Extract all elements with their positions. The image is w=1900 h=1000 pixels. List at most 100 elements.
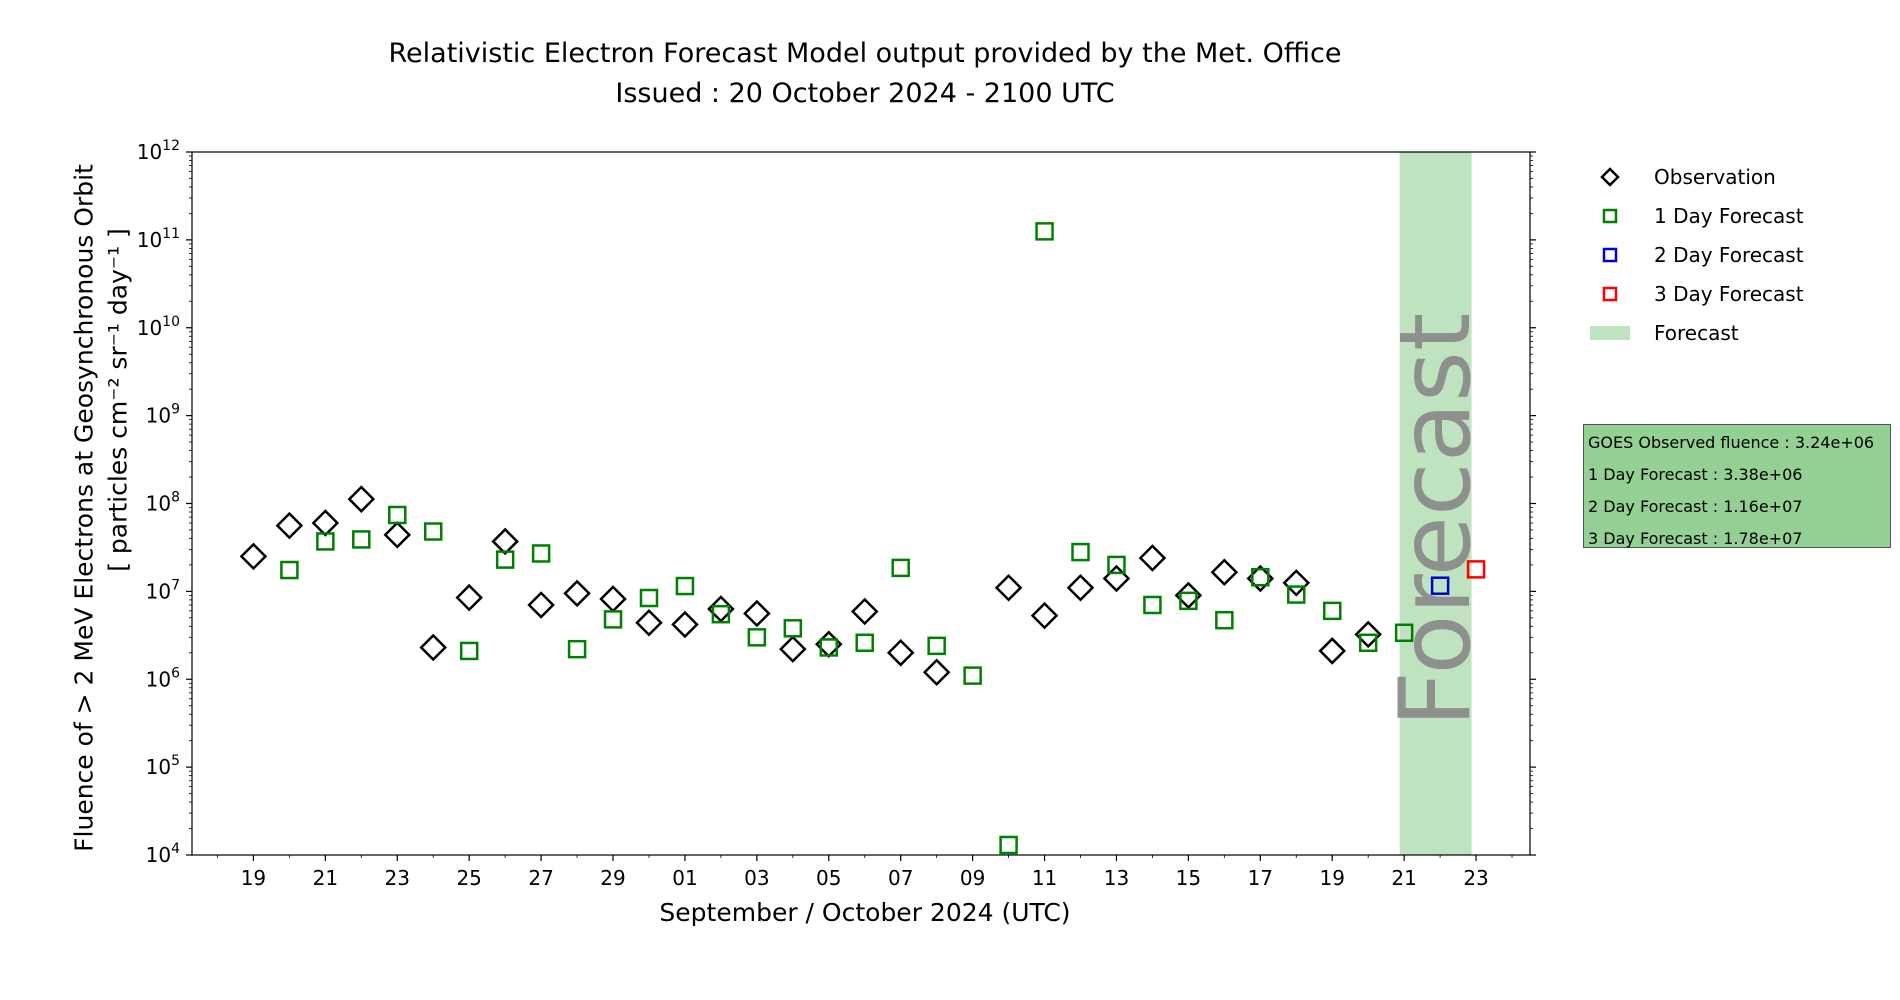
legend-square-icon [1580,243,1640,267]
observation-point [275,511,304,540]
observation-point [563,579,591,608]
x-tick-label: 19 [1319,866,1344,890]
observation-point [671,610,699,639]
1-day-forecast-point [531,544,551,563]
observation-point [743,599,771,628]
plot-frame [191,151,1531,856]
legend-item: 2 Day Forecast [1580,240,1804,270]
1-day-forecast-point [891,558,910,578]
x-tick-label: 01 [672,866,697,890]
x-tick-label: 15 [1176,866,1201,890]
observation-point [527,591,555,619]
1-day-forecast-point [711,604,731,624]
observation-point [635,608,663,637]
observation-point [239,542,268,571]
info-2day: 2 Day Forecast : 1.16e+07 [1588,497,1803,516]
1-day-forecast-point [1179,591,1198,611]
y-tick-label: 1010 [137,314,180,340]
1-day-forecast-point [1071,542,1090,562]
1-day-forecast-point [1251,567,1270,587]
observation-point [599,585,627,613]
1-day-forecast-point [495,550,515,569]
1-day-forecast-point [819,638,839,657]
x-axis-label: September / October 2024 (UTC) [659,898,1071,927]
observation-point [1174,581,1203,610]
forecast-region-label: Forecast [1378,312,1493,728]
observation-point [311,509,340,537]
observation-point [779,635,807,663]
y-tick-label: 1011 [137,226,180,252]
observation-point [922,658,951,687]
legend-label: Observation [1654,165,1776,189]
1-day-forecast-point [603,610,623,629]
observation-point [850,597,879,626]
1-day-forecast-point [1358,633,1378,653]
1-day-forecast-point [999,835,1018,855]
1-day-forecast-point [316,532,335,551]
x-tick-label: 23 [385,866,410,890]
observation-point [1102,564,1131,593]
1-day-forecast-point [639,588,659,608]
1-day-forecast-point [963,666,982,685]
x-tick-label: 25 [456,866,481,890]
x-tick-label: 21 [1391,866,1416,890]
legend-item: 3 Day Forecast [1580,279,1804,309]
observation-point [347,485,376,513]
x-tick-label: 09 [960,866,985,890]
y-tick-label: 1012 [137,138,180,164]
observation-point [1282,569,1311,597]
1-day-forecast-point [747,628,767,647]
x-tick-label: 19 [241,866,266,890]
x-tick-label: 23 [1463,866,1488,890]
forecast-region [1399,152,1472,855]
observation-point [383,521,412,549]
observation-point [886,639,915,667]
x-tick-label: 03 [744,866,769,890]
1-day-forecast-point [1035,222,1054,241]
legend-item: Forecast [1580,318,1739,348]
x-tick-label: 07 [888,866,913,890]
observation-point [419,633,447,662]
info-1day: 1 Day Forecast : 3.38e+06 [1588,465,1803,484]
chart-title: Relativistic Electron Forecast Model out… [388,38,1342,69]
observation-point [1354,620,1382,649]
2-day-forecast-point [1430,576,1450,595]
1-day-forecast-point [783,619,803,638]
observation-point [491,527,519,556]
x-tick-label: 21 [313,866,338,890]
legend-label: 3 Day Forecast [1654,282,1804,306]
1-day-forecast-point [675,576,695,596]
legend-label: 1 Day Forecast [1654,204,1804,228]
observation-point [994,573,1023,602]
y-tick-label: 108 [146,490,180,516]
x-tick-label: 27 [528,866,553,890]
legend-patch-icon [1580,321,1640,345]
y-tick-label: 107 [146,577,180,603]
x-tick-label: 05 [816,866,841,890]
y-tick-label: 105 [146,753,180,779]
1-day-forecast-point [1322,601,1342,621]
1-day-forecast-point [567,639,587,659]
x-tick-label: 11 [1032,866,1057,890]
y-tick-label: 104 [146,841,180,867]
1-day-forecast-point [423,522,443,541]
x-tick-label: 13 [1104,866,1129,890]
1-day-forecast-point [1287,585,1306,604]
legend-square-icon [1580,204,1640,228]
info-3day: 3 Day Forecast : 1.78e+07 [1588,529,1803,548]
1-day-forecast-point [1215,610,1234,630]
legend-label: 2 Day Forecast [1654,243,1804,267]
observation-point [1138,544,1167,572]
observation-point [455,583,483,612]
legend-diamond-icon [1580,165,1640,189]
1-day-forecast-point [1143,595,1162,615]
1-day-forecast-point [280,560,299,580]
1-day-forecast-point [352,530,371,549]
observation-point [1318,637,1346,665]
1-day-forecast-point [927,636,946,656]
observation-point [1030,601,1059,630]
info-observed: GOES Observed fluence : 3.24e+06 [1588,433,1875,452]
legend-item: 1 Day Forecast [1580,201,1804,231]
observation-point [1210,558,1239,587]
